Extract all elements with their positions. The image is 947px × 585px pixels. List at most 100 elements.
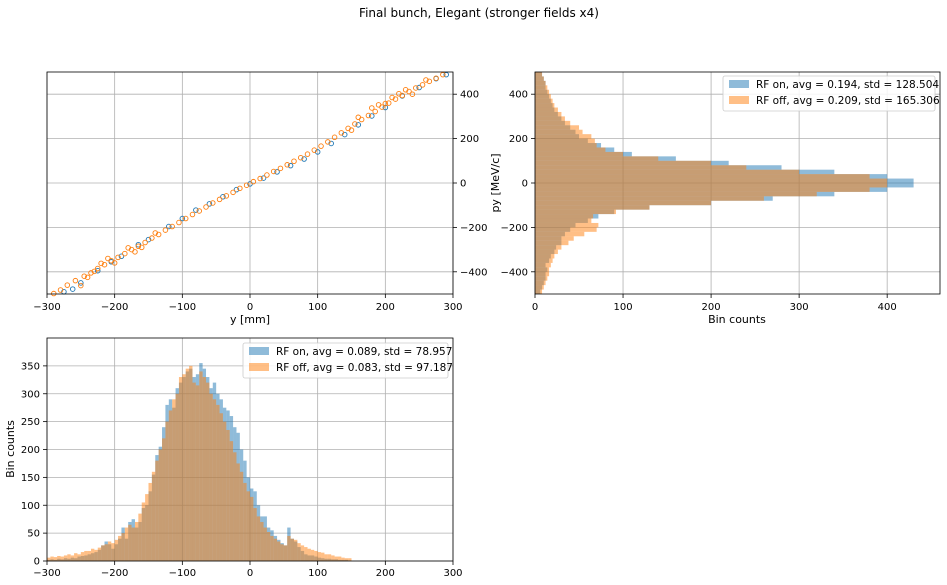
scatter-point-rf-off [365, 112, 372, 119]
scatter-point-rf-off [375, 102, 382, 108]
scatter-point-rf-on [355, 122, 362, 128]
hist-bar-rf-off [212, 399, 217, 561]
hist-bar-rf-off [121, 533, 125, 561]
x-tick-label: −300 [33, 302, 60, 313]
x-tick-label: 200 [376, 302, 395, 313]
scatter-point-rf-on [233, 186, 240, 193]
hist-bar-rf-off [321, 552, 325, 561]
hist-bar-rf-off [535, 178, 888, 183]
hist-bar-rf-off [341, 557, 345, 561]
hist-bar-rf-off [229, 441, 234, 561]
hist-bar-rf-off [236, 463, 240, 561]
hist-bar-rf-off [158, 449, 163, 561]
scatter-point-rf-on [287, 162, 294, 169]
y-histogram-bars [47, 363, 352, 561]
y-tick-label: 200 [21, 445, 40, 456]
hist-bar-rf-off [293, 539, 298, 561]
hist-bar-rf-off [206, 382, 210, 561]
scatter-point-rf-off [348, 127, 355, 133]
scatter-point-rf-off [125, 245, 131, 251]
scatter-point-rf-off [149, 235, 155, 241]
scatter-point-rf-on [382, 104, 389, 111]
hist-bar-rf-off [111, 543, 115, 561]
scatter-point-rf-off [210, 200, 216, 206]
hist-bar-rf-off [239, 471, 244, 561]
hist-bar-rf-off [535, 231, 585, 237]
scatter-point-rf-off [257, 175, 263, 182]
scatter-point-rf-off [72, 277, 79, 284]
hist-bar-rf-off [219, 413, 223, 561]
hist-bar-rf-off [209, 393, 213, 561]
hist-bar-rf-off [535, 80, 546, 86]
x-tick-label: 200 [376, 568, 395, 579]
scatter-point-rf-off [162, 227, 169, 233]
hist-bar-rf-off [195, 385, 200, 561]
hist-bar-rf-off [175, 393, 179, 561]
scatter-point-rf-off [352, 121, 358, 127]
hist-bar-rf-off [304, 547, 308, 561]
hist-bar-rf-off [535, 209, 616, 215]
y-histogram-legend: RF on, avg = 0.089, std = 78.957 RF off,… [242, 342, 453, 379]
scatter-point-rf-off [382, 100, 389, 107]
scatter-point-rf-off [203, 204, 209, 210]
x-tick-label: 400 [878, 302, 897, 313]
hist-bar-rf-off [535, 222, 599, 228]
hist-bar-rf-off [47, 557, 51, 561]
hist-bar-rf-off [535, 85, 548, 90]
hist-bar-rf-off [535, 262, 551, 268]
hist-bar-rf-off [189, 365, 193, 561]
hist-bar-rf-off [535, 138, 595, 144]
hist-bar-rf-off [535, 116, 565, 121]
hist-bar-rf-off [535, 76, 544, 81]
y-histogram-ticks: −300 −200 −100 0 100 200 300 0 50 100 150 200 250 300… [21, 361, 463, 579]
y-tick-label: 200 [460, 134, 479, 145]
figure-suptitle: Final bunch, Elegant (stronger fields x4… [359, 6, 599, 20]
hist-bar-rf-off [535, 174, 870, 179]
hist-bar-rf-off [535, 98, 553, 104]
hist-bar-rf-off [107, 541, 112, 561]
hist-bar-rf-off [283, 545, 288, 561]
legend-swatch-rf-off [729, 96, 749, 104]
hist-bar-rf-off [185, 368, 190, 561]
hist-bar-rf-off [50, 556, 54, 561]
hist-bar-rf-off [256, 516, 261, 561]
hist-bar-rf-off [280, 544, 284, 561]
hist-bar-rf-off [535, 156, 659, 161]
y-tick-label: −200 [460, 223, 487, 234]
hist-bar-rf-off [97, 547, 102, 561]
hist-bar-rf-off [151, 471, 156, 561]
scatter-point-rf-off [291, 158, 297, 164]
hist-bar-rf-off [535, 289, 543, 294]
py-histogram-legend: RF on, avg = 0.194, std = 128.504 RF off… [722, 75, 940, 112]
py-histogram-xlabel: Bin counts [708, 313, 766, 326]
hist-bar-rf-off [287, 535, 291, 561]
scatter-point-rf-off [196, 208, 202, 214]
hist-bar-rf-off [535, 240, 569, 246]
py-histogram-legend-box [722, 75, 936, 112]
hist-bar-rf-off [250, 496, 254, 561]
hist-bar-rf-off [67, 554, 71, 561]
hist-bar-rf-off [535, 111, 562, 117]
y-tick-label: 350 [21, 361, 40, 372]
scatter-point-rf-on [301, 156, 307, 162]
scatter-point-rf-off [105, 255, 111, 262]
y-tick-label: −200 [501, 223, 528, 234]
hist-bar-rf-off [535, 89, 550, 95]
hist-bar-rf-off [535, 151, 624, 157]
scatter-point-rf-off [135, 243, 142, 250]
phase-space-panel: −300 −200 −100 0 100 200 300 −400 −200 0 200 400 y … [33, 71, 487, 326]
hist-bar-rf-off [131, 527, 135, 561]
hist-bar-rf-off [270, 535, 274, 561]
scatter-point-rf-off [419, 82, 426, 88]
legend-swatch-rf-on [729, 80, 749, 88]
y-tick-label: 100 [21, 501, 40, 512]
x-tick-label: 100 [308, 302, 327, 313]
scatter-point-rf-off [311, 147, 318, 153]
hist-bar-rf-off [535, 205, 650, 210]
scatter-point-rf-off [81, 273, 87, 279]
scatter-point-rf-off [392, 96, 399, 102]
hist-bar-rf-off [162, 438, 166, 561]
scatter-point-rf-off [216, 196, 223, 203]
scatter-point-rf-on [220, 194, 226, 200]
